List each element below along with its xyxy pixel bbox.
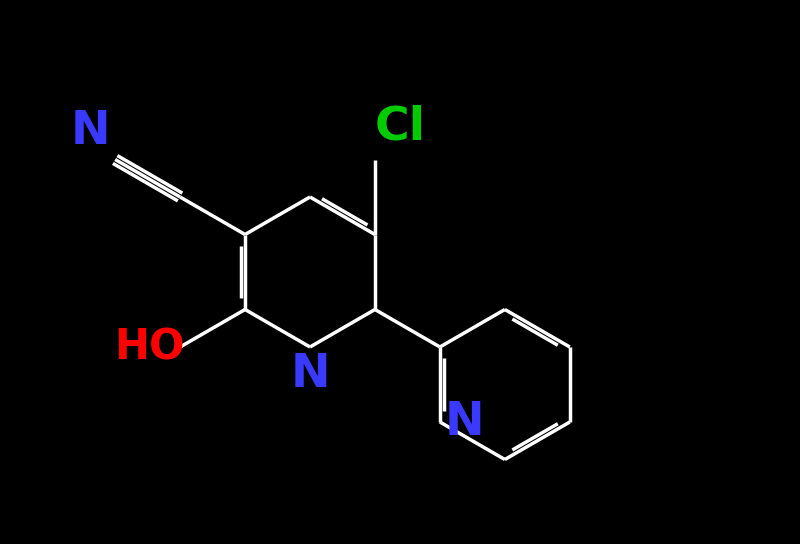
Text: N: N (445, 399, 485, 444)
Text: HO: HO (114, 326, 185, 368)
Text: N: N (70, 109, 110, 154)
Text: N: N (290, 352, 330, 397)
Text: Cl: Cl (375, 104, 426, 150)
